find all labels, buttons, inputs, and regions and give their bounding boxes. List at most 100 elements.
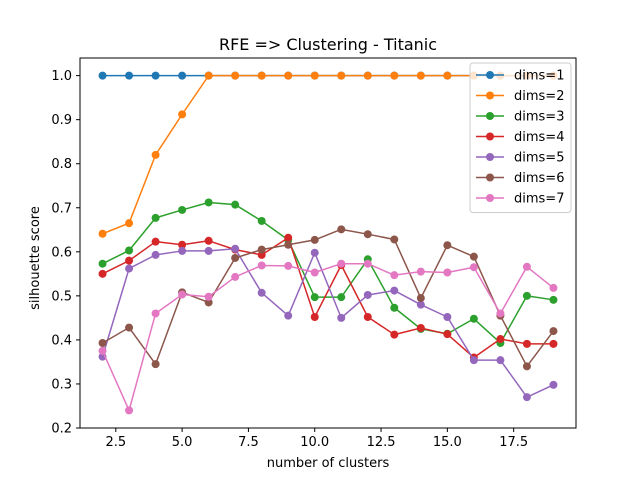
legend-label: dims=2 xyxy=(514,89,564,104)
series-2-point xyxy=(257,71,266,80)
series-1-point xyxy=(98,71,107,80)
series-7-point xyxy=(204,292,213,301)
series-4-point xyxy=(390,330,399,339)
legend-swatch-marker xyxy=(486,173,494,182)
series-7-point xyxy=(522,262,531,271)
series-5-line xyxy=(101,247,554,398)
series-2-point xyxy=(416,71,425,80)
series-4 xyxy=(98,233,558,362)
series-2-point xyxy=(204,71,213,80)
x-tick-label: 2.5 xyxy=(105,435,126,450)
series-3-point xyxy=(257,216,266,225)
legend-swatch-marker xyxy=(486,91,494,100)
series-5-point xyxy=(337,313,346,322)
series-3-point xyxy=(390,303,399,312)
x-axis-label: number of clusters xyxy=(267,456,390,471)
series-6-point xyxy=(549,327,558,336)
legend: dims=1 dims=2 dims=3 dims=4 dims=5 dims=6 dims… xyxy=(469,62,572,213)
series-2-point xyxy=(231,71,240,80)
series-2-point xyxy=(151,150,160,159)
series-4-line xyxy=(102,236,554,359)
series-6-point xyxy=(204,298,213,307)
series-6-line xyxy=(102,228,555,368)
y-axis-label: silhouette score xyxy=(28,206,43,310)
series-7-point xyxy=(363,259,372,268)
y-tick-label: 0.8 xyxy=(51,157,72,172)
series-7-point xyxy=(284,261,293,270)
series-layer xyxy=(98,71,558,415)
series-5-point xyxy=(151,250,160,259)
legend-swatch-marker xyxy=(486,153,494,161)
series-7-point xyxy=(469,263,478,272)
legend-label: dims=5 xyxy=(514,151,564,166)
series-3-point xyxy=(310,293,319,302)
series-6-point xyxy=(98,338,107,347)
series-7-point xyxy=(310,268,319,277)
series-3-point xyxy=(549,295,558,304)
series-5-point xyxy=(310,248,319,257)
legend-label: dims=4 xyxy=(514,130,564,145)
series-5-point xyxy=(469,356,478,365)
series-4-point xyxy=(310,313,319,321)
series-3-point xyxy=(178,205,187,214)
x-tick-label: 5.0 xyxy=(172,435,193,450)
series-6-point xyxy=(310,235,319,244)
series-7-point xyxy=(549,283,558,292)
series-6-point xyxy=(257,245,266,254)
series-2-point xyxy=(310,71,319,80)
series-7-point xyxy=(231,272,240,281)
series-1-point xyxy=(125,71,134,80)
y-tick-label: 0.9 xyxy=(51,113,72,128)
series-6-point xyxy=(125,323,134,332)
series-3-point xyxy=(469,314,478,323)
x-tick-label: 15.0 xyxy=(433,435,462,450)
series-3-line xyxy=(102,201,554,344)
series-5-point xyxy=(178,246,187,255)
series-2-point xyxy=(178,110,187,119)
series-6 xyxy=(98,225,558,371)
series-2-point xyxy=(337,71,346,80)
series-3-point xyxy=(204,198,213,207)
legend-swatch-marker xyxy=(486,132,494,141)
series-5-point xyxy=(416,300,425,309)
series-5-point xyxy=(284,311,293,320)
x-tick-label: 17.5 xyxy=(499,435,528,450)
series-6-point xyxy=(151,360,160,369)
legend-label: dims=6 xyxy=(514,171,564,186)
plot-frame xyxy=(79,57,577,429)
series-4-point xyxy=(549,339,558,348)
series-6-point xyxy=(363,230,372,239)
series-2-point xyxy=(98,229,107,238)
series-2-point xyxy=(443,71,452,80)
series-4-point xyxy=(98,269,107,278)
series-4-point xyxy=(151,237,160,246)
series-4-point xyxy=(125,256,134,265)
series-7-point xyxy=(337,259,346,268)
series-7-point xyxy=(178,290,187,299)
series-3-point xyxy=(231,200,240,209)
series-6-point xyxy=(231,253,240,262)
series-4-point xyxy=(416,324,425,333)
y-tick-label: 0.6 xyxy=(51,245,72,260)
series-3-point xyxy=(98,259,107,268)
chart-title: RFE => Clustering - Titanic xyxy=(219,35,437,54)
series-6-point xyxy=(337,225,346,234)
series-5-point xyxy=(443,313,452,321)
series-3-point xyxy=(151,213,160,222)
series-3-point xyxy=(337,293,346,302)
axes-layer: 2.5 5.0 7.5 10.0 12.5 15.0 17.5 0.2 0.3 0.4 0.5 0.6… xyxy=(51,57,577,450)
series-7-point xyxy=(125,406,134,415)
y-tick-label: 0.7 xyxy=(51,201,72,216)
series-6-point xyxy=(469,252,478,261)
y-tick-label: 0.4 xyxy=(51,333,72,348)
legend-box xyxy=(469,62,572,213)
series-6-point xyxy=(522,362,531,371)
legend-label: dims=1 xyxy=(514,69,564,84)
x-tick-label: 10.0 xyxy=(300,435,329,450)
legend-swatch-marker xyxy=(486,71,494,79)
x-tick-label: 12.5 xyxy=(367,435,396,450)
series-2-point xyxy=(390,71,399,80)
series-2-point xyxy=(125,219,134,228)
series-3-point xyxy=(522,291,531,300)
